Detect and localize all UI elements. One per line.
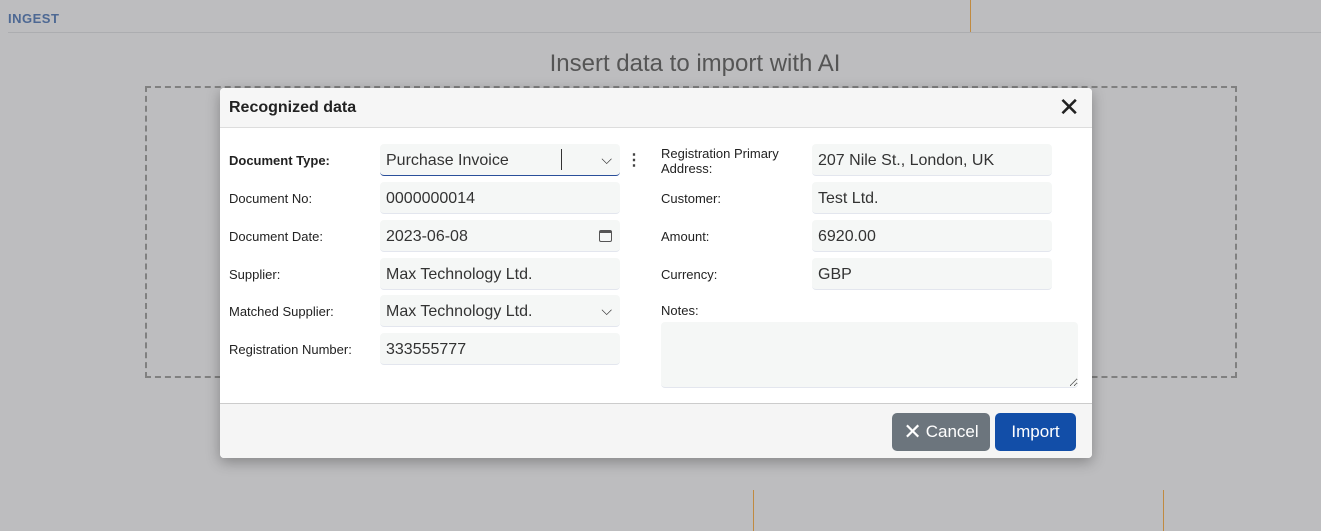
field-label: Currency: bbox=[661, 267, 718, 282]
dialog-header: Recognized data ✕ bbox=[220, 88, 1092, 128]
dialog-footer: ✕ Cancel Import bbox=[220, 403, 1092, 458]
top-bar bbox=[8, 0, 1321, 33]
document-no-field[interactable]: 0000000014 bbox=[380, 182, 620, 214]
field-label: Customer: bbox=[661, 191, 721, 206]
field-label: Document Type: bbox=[229, 153, 330, 168]
currency-field[interactable]: GBP bbox=[812, 258, 1052, 290]
amount-field[interactable]: 6920.00 bbox=[812, 220, 1052, 252]
document-type-select[interactable]: Purchase Invoice ⌵ bbox=[380, 144, 620, 176]
divider bbox=[753, 490, 754, 531]
close-icon: ✕ bbox=[903, 419, 922, 444]
close-icon[interactable]: ✕ bbox=[1058, 92, 1080, 122]
customer-field[interactable]: Test Ltd. bbox=[812, 182, 1052, 214]
cancel-button[interactable]: ✕ Cancel bbox=[892, 413, 990, 451]
registration-number-field[interactable]: 333555777 bbox=[380, 333, 620, 365]
registration-address-field[interactable]: 207 Nile St., London, UK bbox=[812, 144, 1052, 176]
field-label: Registration Primary Address: bbox=[661, 146, 779, 176]
chevron-down-icon: ⌵ bbox=[601, 302, 612, 318]
field-value: Purchase Invoice bbox=[386, 152, 509, 169]
supplier-field[interactable]: Max Technology Ltd. bbox=[380, 258, 620, 290]
dialog-title: Recognized data bbox=[229, 99, 357, 116]
button-label: Import bbox=[1011, 422, 1060, 441]
calendar-icon[interactable] bbox=[599, 230, 612, 242]
field-label: Amount: bbox=[661, 229, 710, 244]
field-label: Document No: bbox=[229, 191, 313, 206]
field-value: 0000000014 bbox=[386, 190, 475, 207]
button-label: Cancel bbox=[925, 422, 979, 441]
field-label: Matched Supplier: bbox=[229, 304, 334, 319]
more-options-icon[interactable]: ⋮ bbox=[626, 152, 642, 169]
matched-supplier-select[interactable]: Max Technology Ltd. ⌵ bbox=[380, 295, 620, 327]
text-cursor bbox=[561, 149, 562, 170]
divider bbox=[1163, 490, 1164, 531]
field-value: Max Technology Ltd. bbox=[386, 303, 533, 320]
import-button[interactable]: Import bbox=[995, 413, 1076, 451]
section-title: INGEST bbox=[8, 11, 60, 26]
field-value: 207 Nile St., London, UK bbox=[818, 152, 995, 169]
field-value: Test Ltd. bbox=[818, 190, 879, 207]
divider bbox=[970, 0, 971, 32]
field-value: 6920.00 bbox=[818, 228, 876, 245]
field-value: GBP bbox=[818, 266, 852, 283]
field-value: 2023-06-08 bbox=[386, 228, 468, 245]
document-date-field[interactable]: 2023-06-08 bbox=[380, 220, 620, 252]
field-label: Supplier: bbox=[229, 267, 281, 282]
notes-textarea[interactable] bbox=[661, 322, 1078, 388]
field-label: Document Date: bbox=[229, 229, 323, 244]
field-value: 333555777 bbox=[386, 341, 467, 358]
recognized-data-dialog: Recognized data ✕ Document Type: Purchas… bbox=[220, 88, 1092, 458]
field-value: Max Technology Ltd. bbox=[386, 266, 533, 283]
chevron-down-icon: ⌵ bbox=[601, 151, 612, 167]
page-title: Insert data to import with AI bbox=[549, 50, 841, 77]
notes-label: Notes: bbox=[661, 303, 699, 318]
field-label: Registration Number: bbox=[229, 342, 352, 357]
